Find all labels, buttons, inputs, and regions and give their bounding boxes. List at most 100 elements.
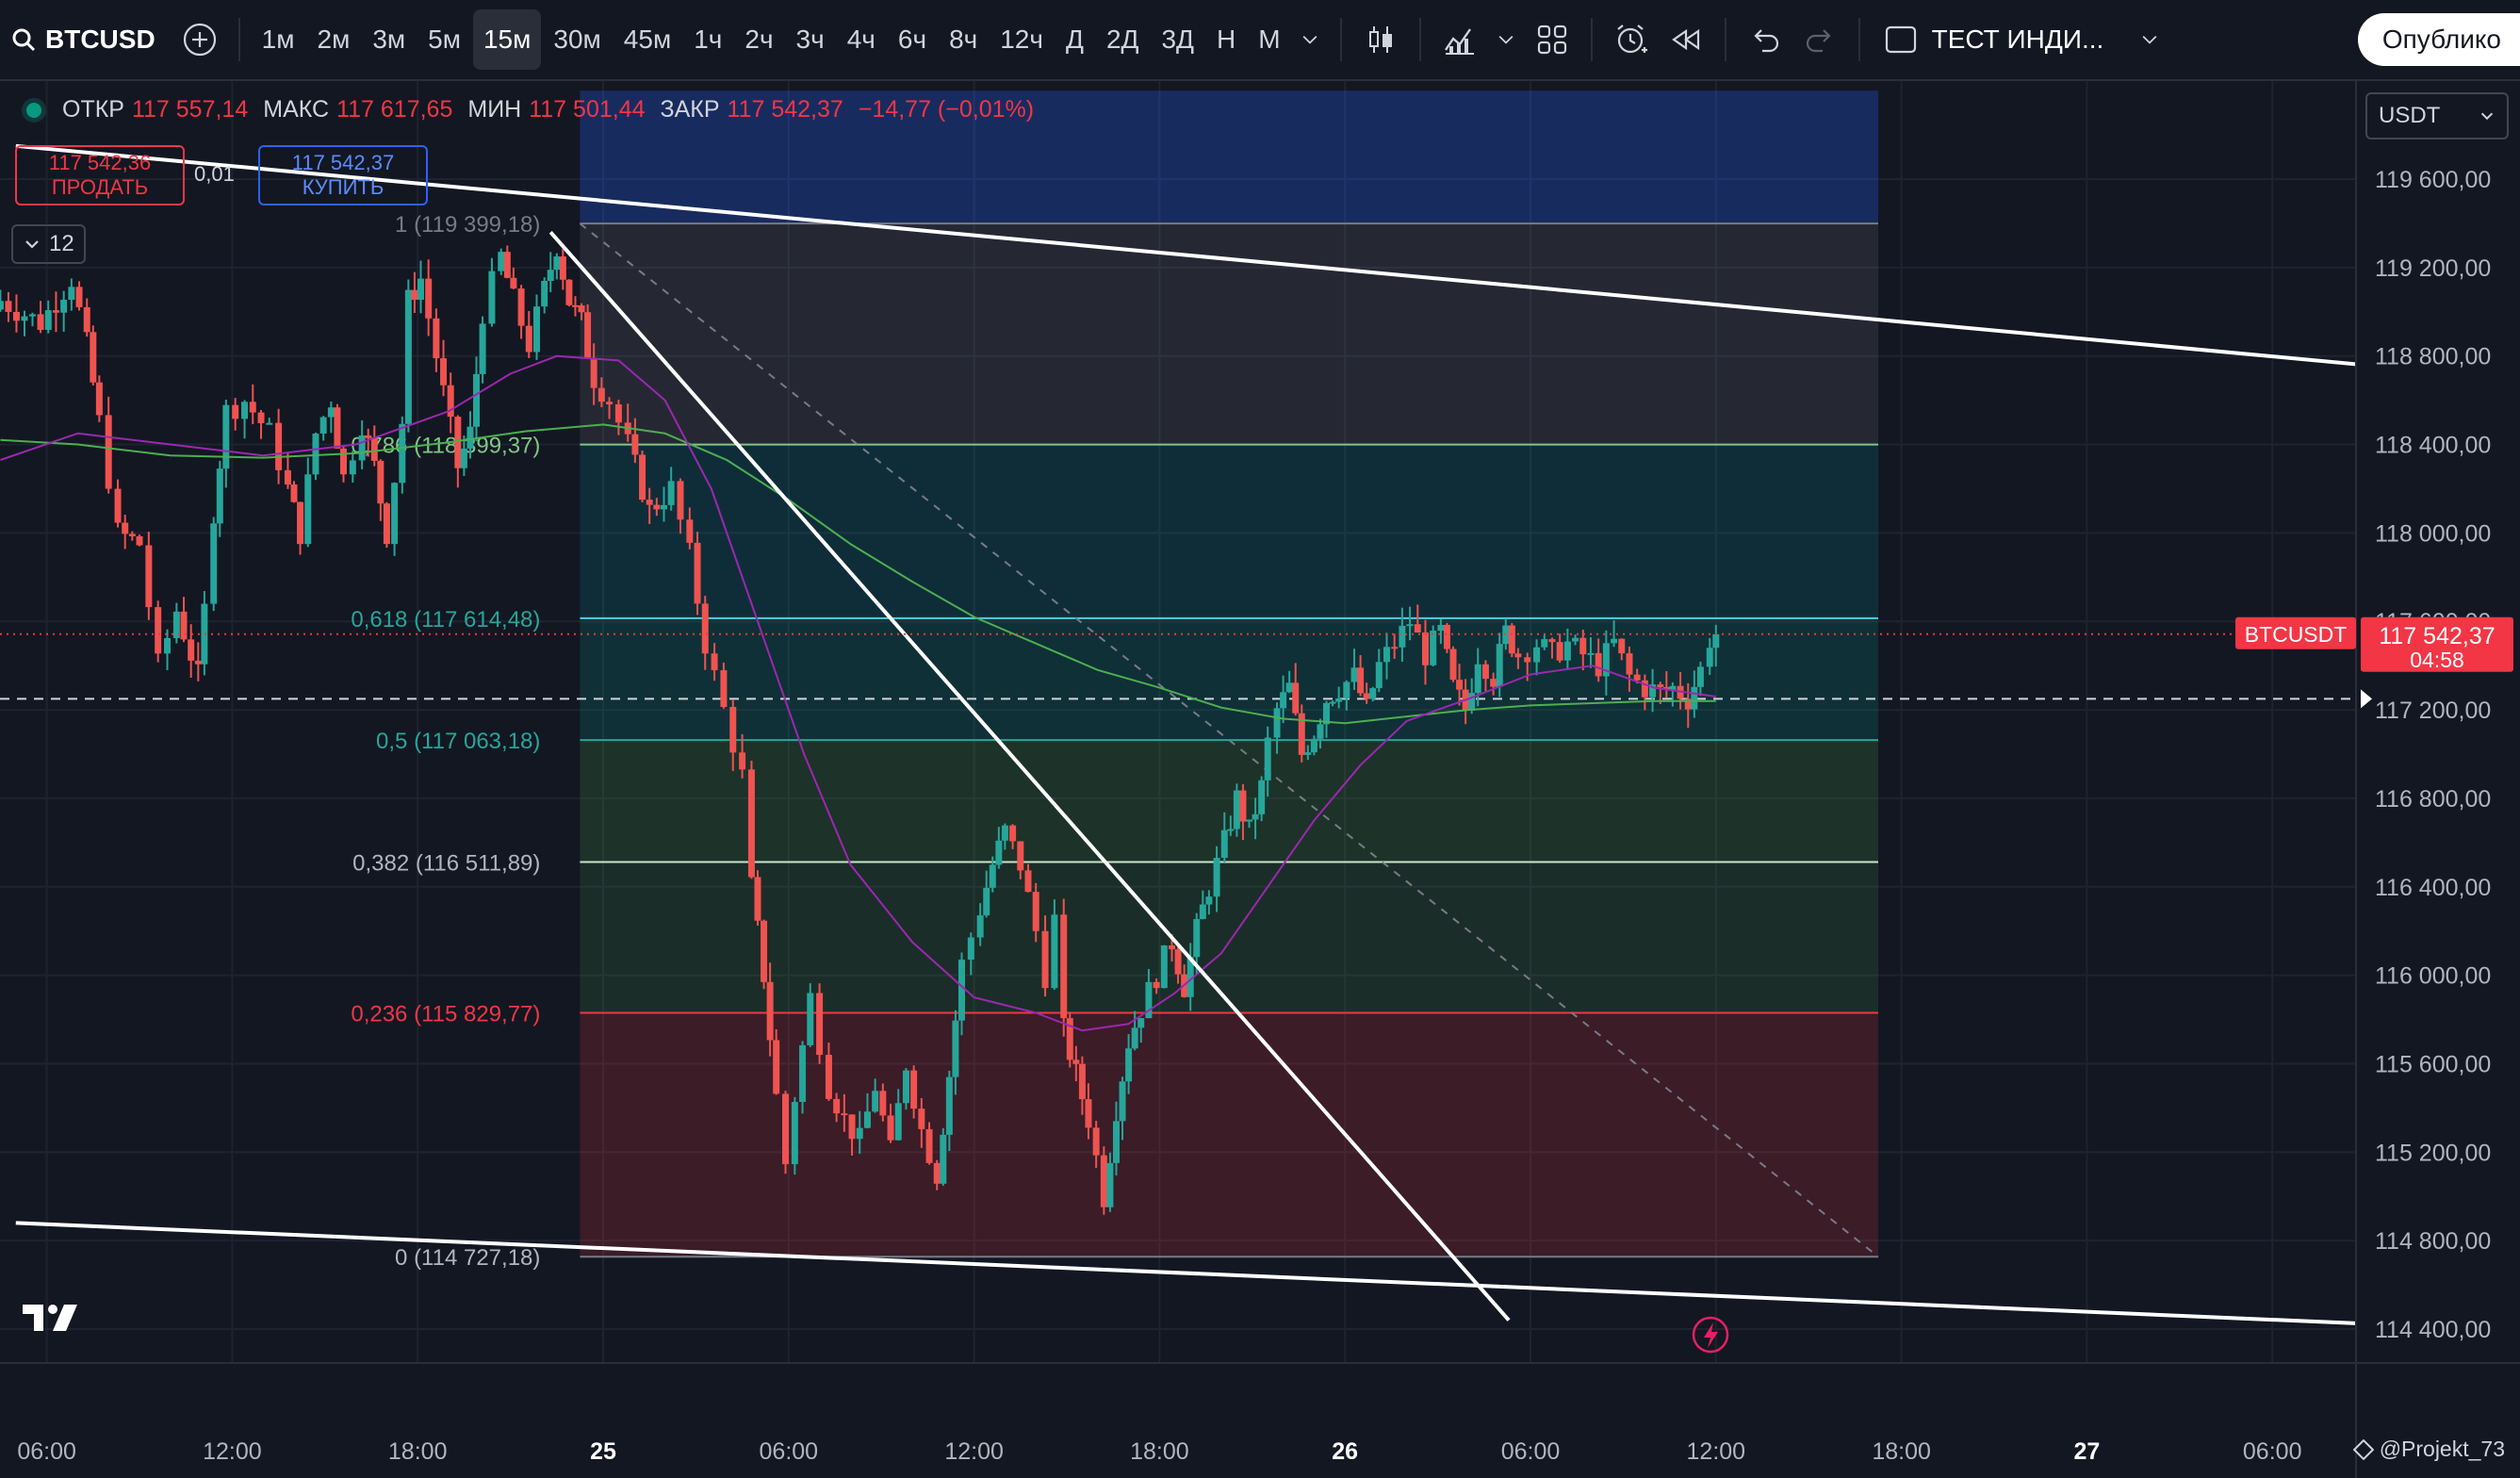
timeframe-5[interactable]: 30м: [553, 25, 601, 54]
candle-body: [1456, 680, 1464, 690]
chart-type-button[interactable]: [1353, 9, 1408, 70]
timeframe-1[interactable]: 2м: [317, 25, 351, 54]
candle-body: [1317, 724, 1324, 739]
timeframe-6[interactable]: 45м: [623, 25, 672, 54]
timeframe-16[interactable]: 3Д: [1161, 25, 1195, 54]
candle-body: [327, 407, 335, 418]
templates-button[interactable]: [1525, 9, 1579, 70]
candle-body: [1657, 684, 1664, 687]
sell-price: 117 542,36: [48, 151, 152, 174]
candle-body: [1001, 825, 1008, 841]
candle-body: [711, 653, 718, 671]
candle-body: [1514, 653, 1522, 658]
close-value: 117 542,37: [727, 96, 843, 123]
buy-button[interactable]: 117 542,37 КУПИТЬ: [258, 145, 428, 205]
indicators-button[interactable]: [1432, 9, 1487, 70]
candle-body: [1078, 1063, 1086, 1100]
candle-body: [1369, 688, 1377, 699]
timeframe-12[interactable]: 8ч: [949, 25, 978, 54]
timeframe-0[interactable]: 1м: [261, 25, 295, 54]
redo-button[interactable]: [1792, 9, 1847, 70]
candle-body: [667, 481, 675, 505]
candle-body: [399, 423, 406, 484]
candle-body: [1106, 1162, 1114, 1207]
candle-body: [1563, 641, 1571, 661]
timeframe-15[interactable]: 2Д: [1105, 25, 1139, 54]
candle-body: [1490, 679, 1497, 687]
candle-body: [952, 1020, 959, 1077]
candle-body: [967, 937, 974, 961]
candle-body: [1227, 829, 1235, 831]
author-credit: @Projekt_73: [2352, 1437, 2505, 1462]
timeframe-3[interactable]: 5м: [428, 25, 461, 54]
candle-body: [417, 278, 424, 300]
candle-body: [1285, 682, 1293, 693]
compare-symbol-button[interactable]: [172, 9, 227, 70]
timeframe-14[interactable]: Д: [1065, 25, 1084, 54]
timeframe-18[interactable]: М: [1258, 25, 1281, 54]
publish-button[interactable]: Опублико: [2357, 13, 2520, 66]
replay-button[interactable]: [1659, 9, 1713, 70]
candle-body: [365, 435, 372, 438]
candle-body: [68, 287, 75, 300]
time-tick-label: 25: [590, 1438, 616, 1465]
dashed-line-marker-icon: [2361, 689, 2372, 709]
candle-body: [1041, 930, 1049, 989]
candle-body: [1602, 643, 1610, 677]
candle-body: [1051, 914, 1058, 989]
layout-selector[interactable]: ТЕСТ ИНДИ...: [1872, 22, 2174, 57]
candle-body: [216, 468, 223, 524]
candle-body: [1329, 701, 1336, 704]
candle-body: [473, 373, 481, 427]
timeframe-4[interactable]: 15м: [472, 9, 542, 70]
candle-body: [297, 501, 304, 545]
candle-body: [433, 318, 440, 359]
currency-select[interactable]: USDT: [2365, 92, 2509, 140]
candle-body: [833, 1098, 841, 1114]
candle-body: [1468, 693, 1476, 711]
undo-button[interactable]: [1738, 9, 1792, 70]
trendline: [15, 143, 2356, 367]
candle-body: [872, 1091, 879, 1112]
candle-body: [391, 483, 399, 545]
close-label: ЗАКР: [660, 96, 720, 123]
timeframe-7[interactable]: 1ч: [694, 25, 723, 54]
candle-body: [1112, 1121, 1120, 1163]
symbol-search[interactable]: BTCUSD: [0, 0, 172, 80]
timeframe-17[interactable]: Н: [1217, 25, 1236, 54]
candle-body: [1100, 1155, 1107, 1207]
candle-body: [1414, 624, 1421, 633]
indicators-menu-button[interactable]: [1487, 9, 1525, 70]
candle-body: [677, 481, 684, 520]
timeframe-menu-button[interactable]: [1291, 9, 1329, 70]
fib-zone: [580, 617, 1878, 741]
candle-body: [1669, 685, 1677, 690]
candle-body: [440, 358, 448, 386]
timeframe-10[interactable]: 4ч: [846, 25, 875, 54]
candle-body: [1252, 813, 1259, 820]
timeframe-13[interactable]: 12ч: [1000, 25, 1043, 54]
alert-button[interactable]: [1604, 9, 1659, 70]
candle-body: [488, 271, 496, 324]
timeframe-11[interactable]: 6ч: [897, 25, 927, 54]
plot-area: 1 (119 399,18) 0,786 (118 399,37) 0,618 (1…: [0, 81, 2356, 1363]
candle-body: [122, 522, 129, 534]
time-tick-label: 18:00: [1872, 1438, 1931, 1465]
indicators-toggle[interactable]: 12: [11, 224, 86, 264]
candle-body: [848, 1114, 856, 1140]
timeframe-2[interactable]: 3м: [372, 25, 406, 54]
candle-body: [686, 519, 694, 543]
timeframe-9[interactable]: 3ч: [795, 25, 825, 54]
price-chart[interactable]: 1 (119 399,18) 0,786 (118 399,37) 0,618 (1…: [0, 81, 2520, 1478]
price-tick-label: 116 800,00: [2375, 786, 2491, 813]
candle-body: [887, 1115, 894, 1141]
candle-body: [1085, 1099, 1092, 1128]
candle-body: [21, 316, 28, 321]
candle-body: [1691, 686, 1698, 710]
chevron-down-icon: [25, 240, 39, 249]
timeframe-8[interactable]: 2ч: [745, 25, 774, 54]
tradingview-logo-icon: [23, 1305, 77, 1331]
candle-body: [1239, 790, 1247, 822]
sell-button[interactable]: 117 542,36 ПРОДАТЬ: [15, 145, 185, 205]
change-value: −14,77 (−0,01%): [858, 96, 1035, 123]
